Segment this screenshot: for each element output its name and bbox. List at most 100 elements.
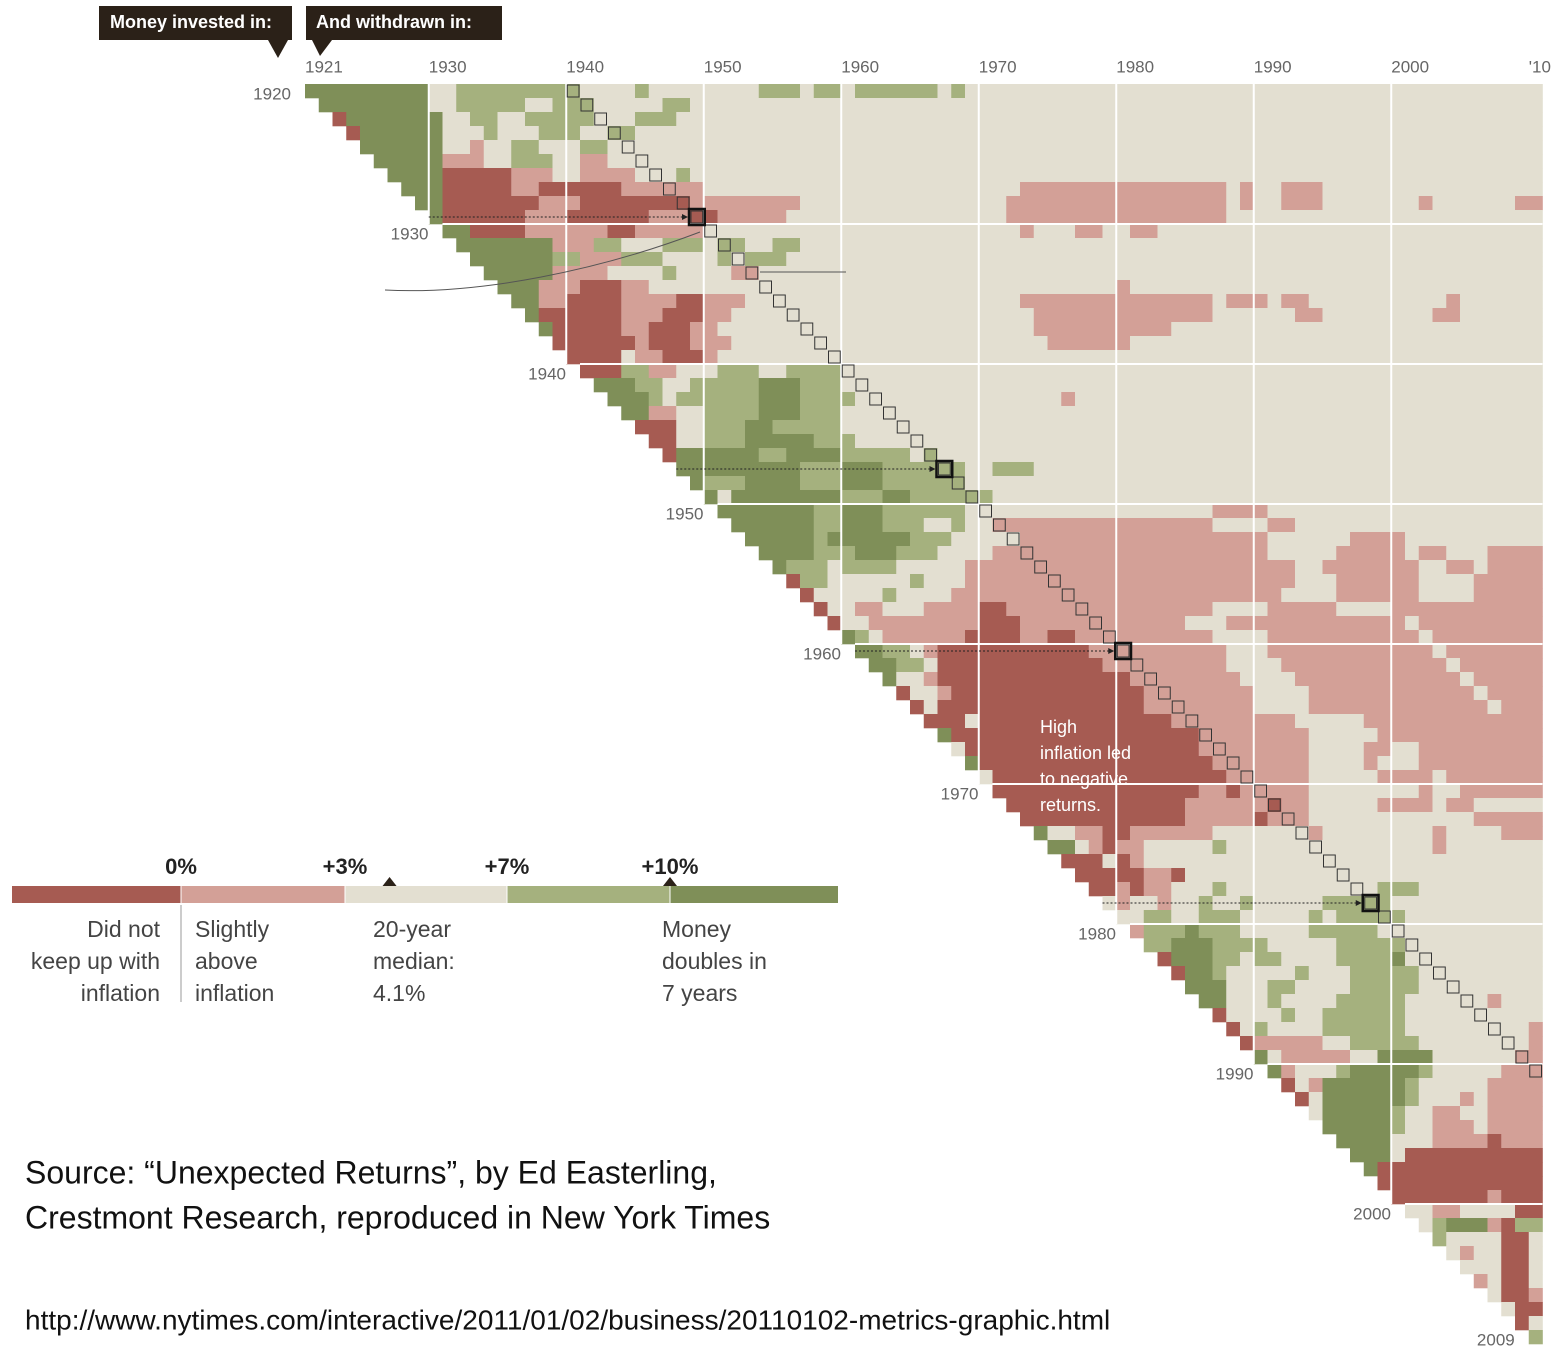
cell <box>841 560 897 575</box>
span-box <box>1006 532 1020 546</box>
cell <box>1418 1092 1461 1107</box>
cell <box>800 574 828 589</box>
cell <box>937 686 952 701</box>
cell <box>1281 1064 1296 1079</box>
cell <box>621 182 705 197</box>
cell <box>1226 840 1433 855</box>
cell <box>1212 294 1227 309</box>
cell <box>841 378 1543 393</box>
cell <box>923 700 938 715</box>
cell <box>1171 322 1543 337</box>
cell <box>566 350 622 365</box>
cell <box>1528 1330 1543 1345</box>
cell <box>1322 910 1337 925</box>
cell <box>1143 700 1255 715</box>
overlay: 1921 1930 1940 1950 1960 1970 1980 1990 2000 '10 1… <box>253 57 1551 1349</box>
cell <box>731 490 842 505</box>
cell <box>1446 644 1543 659</box>
cell <box>896 588 952 603</box>
cell <box>676 406 705 421</box>
cell <box>1253 952 1282 967</box>
cell <box>800 84 815 99</box>
cell <box>648 336 691 351</box>
span-box <box>1226 756 1240 770</box>
cell <box>1295 574 1337 589</box>
x-tick-label: 1921 <box>305 57 343 76</box>
cell <box>937 448 1543 463</box>
cell <box>346 112 443 127</box>
span-box <box>1185 714 1199 728</box>
cell <box>1446 294 1461 309</box>
cell <box>965 742 1200 757</box>
cell <box>731 518 815 533</box>
cell <box>1405 1008 1543 1023</box>
span-box <box>1446 980 1460 994</box>
cell <box>951 84 966 99</box>
cell <box>1116 882 1131 897</box>
cell <box>1528 1274 1543 1289</box>
cell <box>648 364 677 379</box>
cell <box>1185 924 1200 939</box>
cell <box>1033 826 1048 841</box>
cell <box>758 364 787 379</box>
cell <box>1432 1050 1516 1065</box>
cell <box>1308 756 1365 771</box>
span-box <box>1061 588 1075 602</box>
cell <box>1033 308 1213 323</box>
cell <box>745 532 815 547</box>
cell <box>1240 910 1310 925</box>
cell <box>882 490 911 505</box>
cell <box>1405 1092 1420 1107</box>
cell <box>703 490 718 505</box>
cell <box>1130 826 1213 841</box>
cell <box>1020 224 1035 239</box>
span-box <box>1281 812 1295 826</box>
cell <box>717 490 732 505</box>
cell <box>648 280 1117 295</box>
cell <box>772 238 801 253</box>
cell <box>1020 616 1186 631</box>
cell <box>1295 1064 1337 1079</box>
cell <box>1432 826 1447 841</box>
cell <box>1322 1036 1351 1051</box>
cell <box>758 266 1543 281</box>
cell <box>800 476 842 491</box>
cell <box>635 84 650 99</box>
cell <box>1212 518 1268 533</box>
cell <box>1308 728 1378 743</box>
cell <box>1391 1134 1433 1149</box>
cell <box>1473 1120 1488 1135</box>
cell <box>1487 1218 1502 1233</box>
cell <box>360 140 443 155</box>
cell <box>1473 560 1488 575</box>
cell <box>1432 784 1461 799</box>
cell <box>827 560 842 575</box>
cell <box>1047 840 1076 855</box>
cell <box>483 266 553 281</box>
cell <box>621 406 650 421</box>
cell <box>965 560 1296 575</box>
callout-arrowhead <box>682 214 688 220</box>
cell <box>923 518 952 533</box>
cell <box>1487 1092 1543 1107</box>
cell <box>965 756 980 771</box>
cell <box>621 322 650 337</box>
cell <box>1295 560 1323 575</box>
cell <box>525 98 553 113</box>
cell <box>1418 1036 1530 1051</box>
x-tick-label: 1990 <box>1254 57 1292 76</box>
cell <box>1212 882 1227 897</box>
cell <box>483 126 498 141</box>
header-box <box>306 6 502 40</box>
legend-threshold: +10% <box>642 854 699 879</box>
cell <box>1171 910 1200 925</box>
cell <box>318 98 430 113</box>
cell <box>841 616 870 631</box>
cell <box>1281 658 1447 673</box>
cell <box>1226 882 1378 897</box>
cell <box>1212 952 1241 967</box>
cell <box>1198 896 1213 911</box>
cell <box>1308 1078 1323 1093</box>
span-box <box>663 182 676 196</box>
